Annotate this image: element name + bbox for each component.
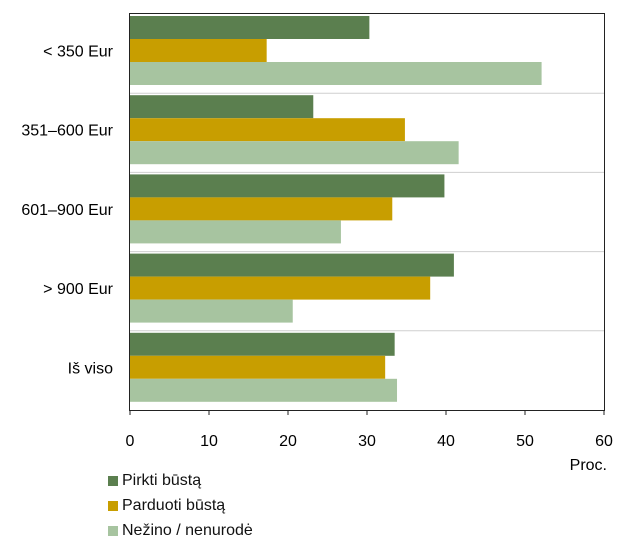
bar-ne-ino-nenurod-3 bbox=[130, 220, 341, 244]
x-axis-title: Proc. bbox=[570, 457, 607, 470]
category-gridlines bbox=[130, 92, 604, 332]
legend-label-parduoti: Parduoti būstą bbox=[122, 496, 226, 514]
category-labels: < 350 Eur 351–600 Eur 601–900 Eur > 900 Eur… bbox=[21, 44, 113, 378]
bar-pirkti-b-st-2 bbox=[130, 95, 314, 119]
legend-swatch-pirkti bbox=[108, 475, 118, 486]
x-tick-label: 50 bbox=[516, 433, 534, 450]
bar-ne-ino-nenurod-2 bbox=[130, 141, 459, 165]
legend-label-pirkti: Pirkti būstą bbox=[122, 471, 202, 489]
bar-pirkti-b-st-3 bbox=[130, 174, 445, 198]
category-label: 351–600 Eur bbox=[21, 123, 113, 140]
bar-parduoti-b-st-1 bbox=[130, 39, 267, 62]
legend-item-parduoti: Parduoti būstą bbox=[108, 493, 253, 518]
category-label: < 350 Eur bbox=[43, 44, 114, 61]
legend: Pirkti būstą Parduoti būstą Nežino / nen… bbox=[108, 468, 253, 543]
bar-pirkti-b-st-4 bbox=[130, 253, 454, 277]
x-tick-label: 0 bbox=[126, 433, 135, 450]
legend-swatch-parduoti bbox=[108, 500, 118, 511]
category-label: 601–900 Eur bbox=[21, 202, 113, 219]
x-axis-ticks: 0 10 20 30 40 50 60 bbox=[126, 410, 613, 450]
legend-swatch-nezino bbox=[108, 525, 118, 536]
bar-parduoti-b-st-4 bbox=[130, 276, 431, 300]
bar-ne-ino-nenurod-1 bbox=[130, 62, 542, 85]
category-label: Iš viso bbox=[68, 360, 113, 377]
legend-item-pirkti: Pirkti būstą bbox=[108, 468, 253, 493]
x-tick-label: 10 bbox=[200, 433, 218, 450]
bar-parduoti-b-st-3 bbox=[130, 197, 393, 221]
bar-parduoti-b-st-2 bbox=[130, 118, 405, 142]
legend-item-nezino: Nežino / nenurodė bbox=[108, 518, 253, 543]
bars-group bbox=[130, 16, 542, 402]
bar-parduoti-b-st-5 bbox=[130, 355, 386, 379]
bar-chart: < 350 Eur 351–600 Eur 601–900 Eur > 900 Eur… bbox=[21, 13, 613, 470]
x-tick-label: 40 bbox=[437, 433, 455, 450]
legend-label-nezino: Nežino / nenurodė bbox=[122, 521, 253, 539]
category-label: > 900 Eur bbox=[43, 281, 114, 298]
x-tick-label: 30 bbox=[358, 433, 376, 450]
bar-ne-ino-nenurod-5 bbox=[130, 378, 398, 402]
bar-pirkti-b-st-5 bbox=[130, 332, 395, 356]
bar-pirkti-b-st-1 bbox=[130, 16, 370, 39]
bar-ne-ino-nenurod-4 bbox=[130, 299, 293, 323]
x-tick-label: 20 bbox=[279, 433, 297, 450]
x-tick-label: 60 bbox=[595, 433, 613, 450]
